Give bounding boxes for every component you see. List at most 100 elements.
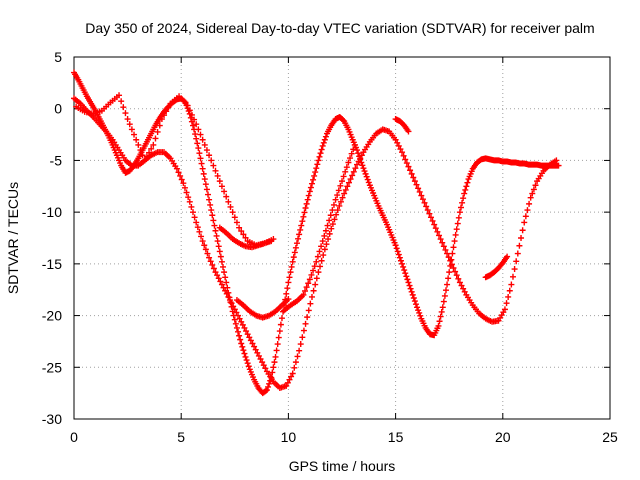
data-point <box>178 176 185 183</box>
data-point <box>229 209 236 216</box>
y-tick-label: -15 <box>42 256 62 272</box>
series-track-c <box>73 92 277 249</box>
data-point <box>308 271 315 278</box>
data-point <box>340 117 347 124</box>
data-point <box>463 183 470 190</box>
data-point <box>335 187 342 194</box>
data-point <box>302 320 309 327</box>
data-point <box>360 165 367 172</box>
data-point <box>365 179 372 186</box>
data-point <box>220 284 227 291</box>
data-point <box>318 257 325 264</box>
data-point <box>402 156 409 163</box>
data-point <box>451 238 458 245</box>
data-point <box>177 172 184 179</box>
data-point <box>329 207 336 214</box>
data-point <box>455 275 462 282</box>
data-point <box>316 153 323 160</box>
data-point <box>150 141 157 148</box>
data-point <box>251 343 258 350</box>
data-point <box>350 146 357 153</box>
data-point <box>310 176 317 183</box>
data-point <box>462 186 469 193</box>
data-point <box>351 141 358 148</box>
data-point <box>319 238 326 245</box>
data-point <box>329 221 336 228</box>
x-tick-label: 15 <box>388 429 404 445</box>
data-point <box>440 298 447 305</box>
data-point <box>397 257 404 264</box>
data-point <box>349 172 356 179</box>
series-track-f <box>281 141 358 314</box>
data-point <box>206 196 213 203</box>
data-point <box>302 288 309 295</box>
data-point <box>323 241 330 248</box>
data-point <box>413 181 420 188</box>
data-point <box>342 186 349 193</box>
y-tick-label: -20 <box>42 308 62 324</box>
data-point <box>197 131 204 138</box>
data-point <box>348 150 355 157</box>
data-point <box>505 293 512 300</box>
data-point <box>191 214 198 221</box>
data-point <box>450 244 457 251</box>
data-point <box>437 313 444 320</box>
data-point <box>304 196 311 203</box>
data-point <box>277 321 284 328</box>
data-point <box>452 268 459 275</box>
data-point <box>416 188 423 195</box>
data-point <box>260 362 267 369</box>
data-point <box>184 102 191 109</box>
x-tick-label: 5 <box>177 429 185 445</box>
data-point <box>460 285 467 292</box>
data-point <box>244 331 251 338</box>
data-point <box>347 155 354 162</box>
data-point <box>407 285 414 292</box>
data-point <box>392 136 399 143</box>
data-point <box>414 304 421 311</box>
data-point <box>310 287 317 294</box>
data-point <box>449 250 456 257</box>
data-point <box>239 343 246 350</box>
data-point <box>199 165 206 172</box>
data-point <box>325 236 332 243</box>
data-point <box>519 227 526 234</box>
data-point <box>327 212 334 219</box>
data-point <box>273 347 280 354</box>
data-point <box>197 155 204 162</box>
data-point <box>412 301 419 308</box>
data-point <box>345 179 352 186</box>
data-point <box>195 145 202 152</box>
data-point <box>120 104 127 111</box>
data-point <box>221 269 228 276</box>
data-point <box>240 347 247 354</box>
data-point <box>231 306 238 313</box>
data-point <box>400 152 407 159</box>
data-point <box>233 219 240 226</box>
data-point <box>336 202 343 209</box>
data-point <box>198 233 205 240</box>
data-point <box>403 273 410 280</box>
data-point <box>293 240 300 247</box>
data-point <box>285 279 292 286</box>
data-point <box>296 347 303 354</box>
plot-frame <box>73 56 611 420</box>
series-track-h <box>392 116 412 135</box>
data-point <box>415 185 422 192</box>
data-point <box>300 327 307 334</box>
data-point <box>191 116 198 123</box>
data-point <box>320 252 327 259</box>
data-point <box>212 227 219 234</box>
data-point <box>232 320 239 327</box>
data-point <box>206 152 213 159</box>
data-point <box>196 228 203 235</box>
data-point <box>363 173 370 180</box>
data-point <box>358 152 365 159</box>
data-point <box>305 307 312 314</box>
y-tick-label: -30 <box>42 411 62 427</box>
data-point <box>516 242 523 249</box>
data-point <box>318 243 325 250</box>
data-point <box>299 218 306 225</box>
data-point <box>257 356 264 363</box>
